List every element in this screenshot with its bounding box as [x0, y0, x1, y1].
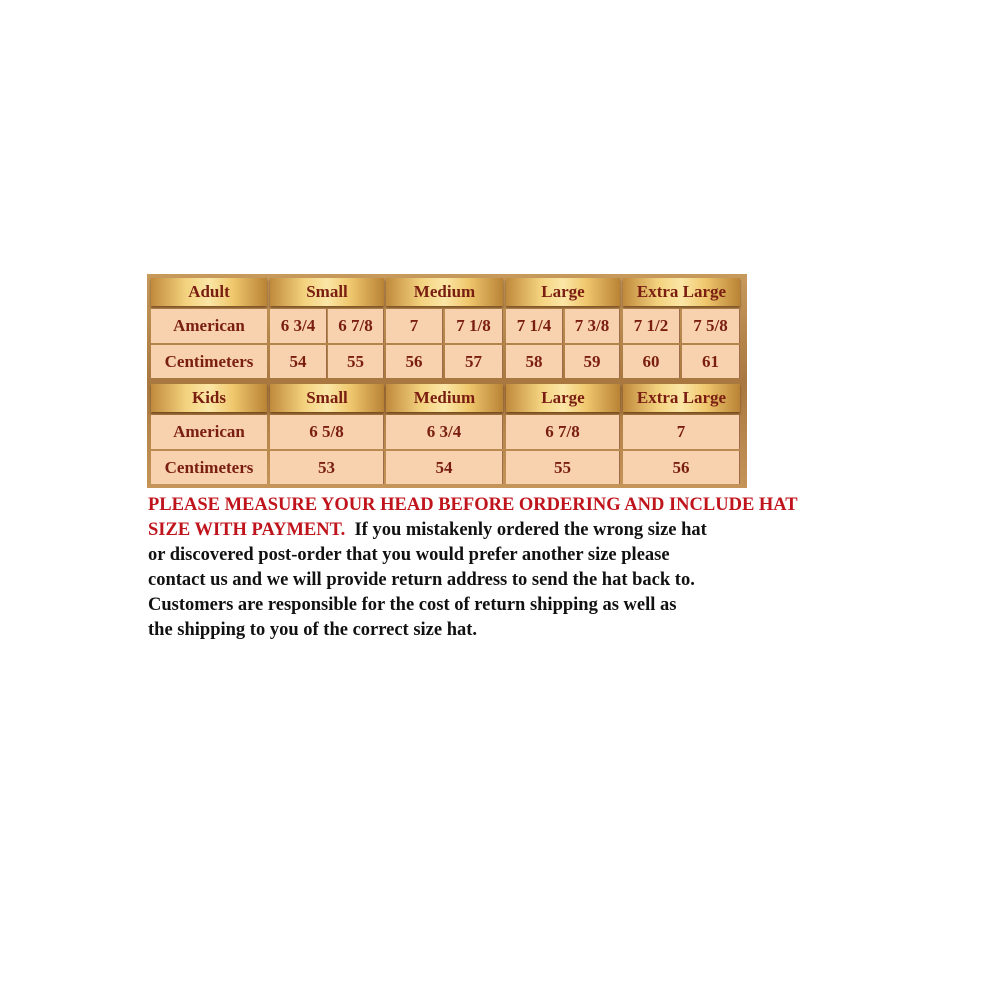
size-value-cell: 55 — [506, 451, 620, 484]
size-value-cell: 6 3/4 — [386, 415, 503, 449]
notice-line-1: PLEASE MEASURE YOUR HEAD BEFORE ORDERING… — [148, 495, 798, 516]
size-value-cell: 58 — [506, 345, 563, 378]
size-value-cell: 7 5/8 — [682, 309, 740, 343]
size-value-cell: 55 — [328, 345, 384, 378]
size-value-cell: 7 — [623, 415, 740, 449]
size-value-cell: 56 — [386, 345, 443, 378]
size-group-header: Small — [270, 384, 384, 412]
row-label: Centimeters — [151, 345, 267, 378]
size-group-header: Medium — [386, 384, 503, 412]
size-value-cell: 7 1/4 — [506, 309, 563, 343]
size-group-header: Large — [506, 278, 620, 306]
size-value-cell: 7 3/8 — [565, 309, 620, 343]
size-value-cell: 7 1/8 — [445, 309, 503, 343]
size-value-cell: 61 — [682, 345, 740, 378]
notice-line-4: contact us and we will provide return ad… — [148, 570, 695, 590]
size-value-cell: 57 — [445, 345, 503, 378]
size-value-cell: 59 — [565, 345, 620, 378]
notice-text: If you mistakenly ordered the wrong size… — [354, 520, 707, 540]
size-value-cell: 53 — [270, 451, 384, 484]
notice-warning: PLEASE MEASURE YOUR HEAD BEFORE ORDERING… — [148, 495, 798, 515]
size-group-header: Large — [506, 384, 620, 412]
size-value-cell: 6 7/8 — [506, 415, 620, 449]
size-value-cell: 6 5/8 — [270, 415, 384, 449]
size-group-header: Small — [270, 278, 384, 306]
notice-line-3: or discovered post-order that you would … — [148, 545, 670, 565]
size-group-header: Extra Large — [623, 278, 740, 306]
notice-line-2: SIZE WITH PAYMENT. If you mistakenly ord… — [148, 520, 768, 541]
size-group-header: Medium — [386, 278, 503, 306]
row-label: American — [151, 415, 267, 449]
size-value-cell: 7 1/2 — [623, 309, 680, 343]
row-label: Centimeters — [151, 451, 267, 484]
size-value-cell: 54 — [270, 345, 327, 378]
size-group-header: Extra Large — [623, 384, 740, 412]
row-label: American — [151, 309, 267, 343]
size-value-cell: 56 — [623, 451, 740, 484]
section-header: Kids — [151, 384, 267, 412]
size-value-cell: 7 — [386, 309, 443, 343]
size-value-cell: 6 3/4 — [270, 309, 327, 343]
notice-line-6: the shipping to you of the correct size … — [148, 620, 478, 640]
size-value-cell: 6 7/8 — [328, 309, 384, 343]
section-header: Adult — [151, 278, 267, 306]
size-value-cell: 54 — [386, 451, 503, 484]
notice-warning-cont: SIZE WITH PAYMENT. — [148, 520, 346, 540]
notice-line-5: Customers are responsible for the cost o… — [148, 595, 677, 615]
size-value-cell: 60 — [623, 345, 680, 378]
